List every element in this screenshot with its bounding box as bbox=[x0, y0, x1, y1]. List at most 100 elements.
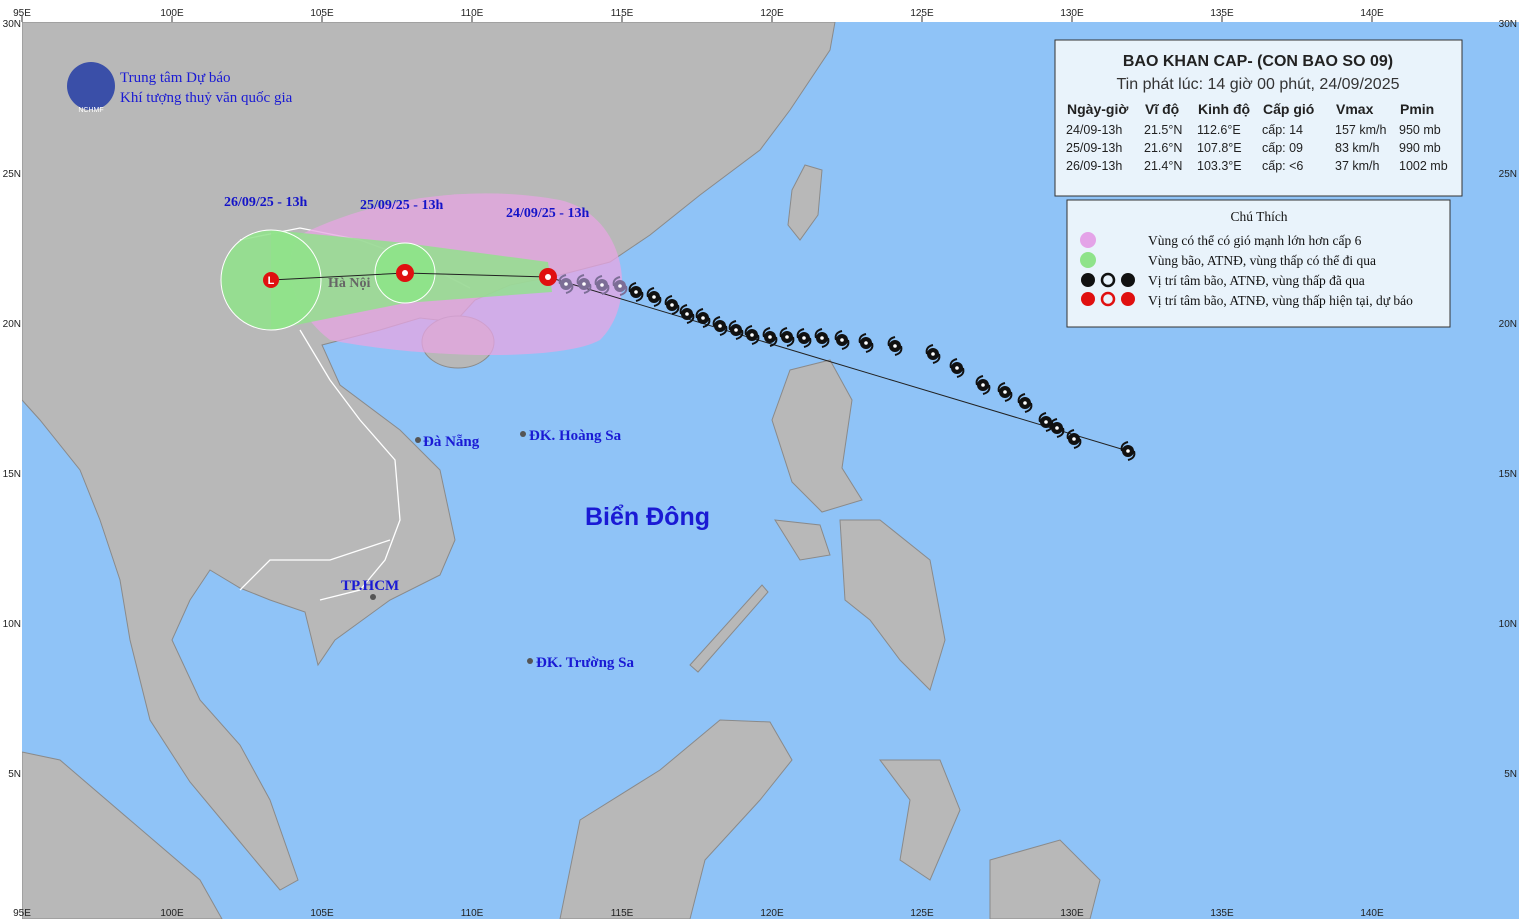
table-cell: 112.6°E bbox=[1197, 123, 1241, 137]
table-cell: 21.6°N bbox=[1144, 141, 1182, 155]
track-eye bbox=[931, 352, 935, 356]
lat-label: 20N bbox=[3, 319, 21, 330]
legend-icon bbox=[1081, 292, 1095, 306]
track-eye bbox=[670, 303, 674, 307]
track-arm bbox=[744, 325, 760, 345]
place-dot bbox=[370, 594, 376, 600]
track-arm bbox=[949, 358, 965, 378]
forecast-label: 24/09/25 - 13h bbox=[506, 206, 589, 221]
legend-icon bbox=[1100, 291, 1116, 307]
sea-label: Biển Đông bbox=[585, 503, 710, 531]
track-arm bbox=[796, 328, 812, 348]
legend-swatch bbox=[1080, 232, 1096, 248]
forecast-icons: L bbox=[263, 264, 557, 288]
table-cell: cấp: 14 bbox=[1262, 123, 1303, 137]
lon-label: 100E bbox=[160, 908, 184, 919]
lon-label: 125E bbox=[910, 908, 934, 919]
bulletin-table: Ngày-giờ Vĩ độ Kinh độ Cấp gió Vmax Pmin 24/09… bbox=[1066, 101, 1448, 173]
table-header: Ngày-giờ bbox=[1067, 101, 1128, 117]
axis-strip bbox=[0, 0, 22, 919]
track-eye bbox=[981, 383, 985, 387]
org-name: Trung tâm Dự báo bbox=[120, 70, 231, 86]
legend-swatch bbox=[1080, 252, 1096, 268]
place-label: Hà Nội bbox=[328, 276, 371, 291]
legend-icon bbox=[1081, 273, 1095, 287]
track-arm bbox=[997, 382, 1013, 402]
track-arm bbox=[558, 274, 574, 294]
table-cell: 24/09-13h bbox=[1066, 123, 1122, 137]
table-header: Cấp gió bbox=[1263, 101, 1314, 117]
table-cell: 107.8°E bbox=[1197, 141, 1242, 155]
table-cell: 83 km/h bbox=[1335, 141, 1380, 155]
table-header: Pmin bbox=[1400, 101, 1434, 117]
track-arm bbox=[975, 375, 991, 395]
lat-label: 5N bbox=[1504, 769, 1517, 780]
track-eye bbox=[1055, 426, 1059, 430]
place-label: ĐK. Trường Sa bbox=[536, 655, 635, 671]
track-eye bbox=[634, 290, 638, 294]
legend-icon bbox=[1121, 273, 1135, 287]
place-dot bbox=[527, 658, 533, 664]
place-dot bbox=[520, 431, 526, 437]
track-arm bbox=[1017, 393, 1033, 413]
track-arm bbox=[664, 295, 680, 315]
track-eye bbox=[718, 324, 722, 328]
track-eye bbox=[768, 335, 772, 339]
track-arm bbox=[762, 327, 778, 347]
track-eye bbox=[685, 312, 689, 316]
track-eye bbox=[893, 344, 897, 348]
track-arm bbox=[834, 330, 850, 350]
track-eye bbox=[1003, 390, 1007, 394]
lat-label: 25N bbox=[1499, 169, 1517, 180]
lon-label: 110E bbox=[461, 908, 484, 919]
lat-label: 10N bbox=[1499, 619, 1517, 630]
table-cell: cấp: 09 bbox=[1262, 141, 1303, 155]
legend-item: Vị trí tâm bão, ATNĐ, vùng thấp đã qua bbox=[1148, 273, 1365, 288]
track-eye bbox=[750, 333, 754, 337]
track-arm bbox=[712, 316, 728, 336]
track-arm bbox=[814, 328, 830, 348]
legend: Chú Thích Vùng có thể có gió mạnh lớn hơ… bbox=[1066, 199, 1451, 328]
lon-label: 105E bbox=[310, 908, 334, 919]
table-cell: cấp: <6 bbox=[1262, 159, 1303, 173]
track-eye bbox=[785, 335, 789, 339]
track-arm bbox=[1066, 429, 1082, 449]
lon-label: 130E bbox=[1060, 908, 1084, 919]
lon-label: 135E bbox=[1210, 8, 1234, 19]
lon-label: 105E bbox=[310, 8, 334, 19]
legend-item: Vị trí tâm bão, ATNĐ, vùng thấp hiện tại… bbox=[1148, 293, 1413, 308]
logo bbox=[67, 62, 115, 110]
track bbox=[558, 274, 1136, 461]
track-line bbox=[270, 272, 1129, 452]
track-eye bbox=[802, 336, 806, 340]
legend-title: Chú Thích bbox=[1230, 209, 1287, 224]
low-forecast bbox=[263, 272, 279, 288]
lat-label: 20N bbox=[1499, 319, 1517, 330]
legend-item: Vùng bão, ATNĐ, vùng thấp có thể đi qua bbox=[1148, 253, 1376, 268]
track-eye bbox=[955, 366, 959, 370]
place-label: TP.HCM bbox=[341, 578, 399, 594]
track-arm bbox=[576, 274, 592, 294]
table-cell: 25/09-13h bbox=[1066, 141, 1122, 155]
lat-label: 5N bbox=[8, 769, 21, 780]
lon-label: 95E bbox=[13, 908, 31, 919]
track-arm bbox=[728, 320, 744, 340]
table-header: Vĩ độ bbox=[1145, 101, 1179, 117]
track-eye bbox=[1044, 420, 1048, 424]
lon-label: 120E bbox=[760, 8, 784, 19]
track-eye bbox=[582, 282, 586, 286]
table-cell: 103.3°E bbox=[1197, 159, 1242, 173]
lat-label: 25N bbox=[3, 169, 21, 180]
table-cell: 21.5°N bbox=[1144, 123, 1182, 137]
lon-label: 115E bbox=[611, 908, 634, 919]
axis-strip bbox=[0, 0, 1519, 22]
lon-label: 140E bbox=[1360, 8, 1384, 19]
lon-label: 110E bbox=[461, 8, 484, 19]
track-eye bbox=[864, 341, 868, 345]
legend-item: Vùng có thể có gió mạnh lớn hơn cấp 6 bbox=[1148, 233, 1362, 248]
track-eye bbox=[618, 284, 622, 288]
lon-label: 115E bbox=[611, 8, 634, 19]
track-eye bbox=[1072, 437, 1076, 441]
low-symbol: L bbox=[268, 275, 275, 287]
